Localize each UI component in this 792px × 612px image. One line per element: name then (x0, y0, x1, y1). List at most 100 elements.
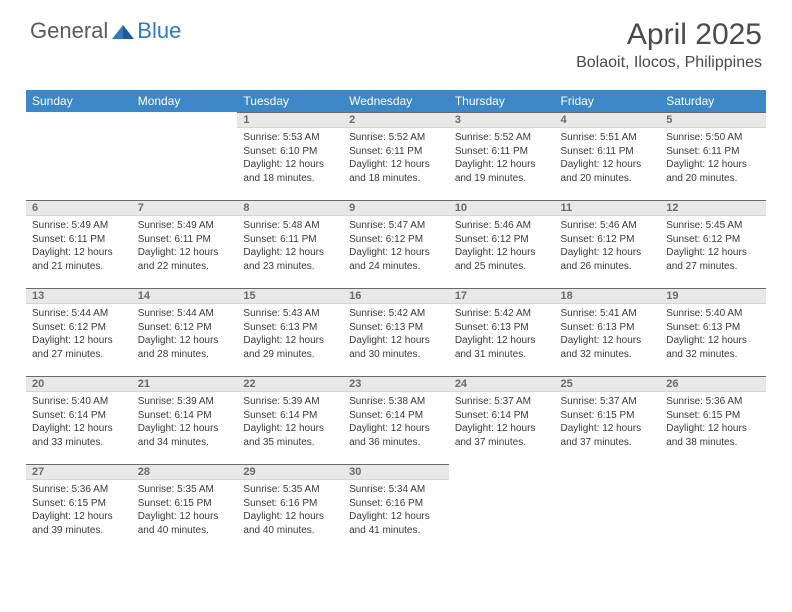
daylight-text: and 24 minutes. (349, 260, 443, 274)
sunrise-text: Sunrise: 5:52 AM (455, 131, 549, 145)
sunrise-text: Sunrise: 5:39 AM (243, 395, 337, 409)
daylight-text: and 27 minutes. (666, 260, 760, 274)
cell-body: Sunrise: 5:35 AMSunset: 6:16 PMDaylight:… (237, 480, 343, 541)
daylight-text: Daylight: 12 hours (666, 158, 760, 172)
daylight-text: Daylight: 12 hours (666, 334, 760, 348)
sunrise-text: Sunrise: 5:45 AM (666, 219, 760, 233)
calendar-cell: 25Sunrise: 5:37 AMSunset: 6:15 PMDayligh… (555, 376, 661, 464)
calendar-cell: 7Sunrise: 5:49 AMSunset: 6:11 PMDaylight… (132, 200, 238, 288)
sunrise-text: Sunrise: 5:35 AM (243, 483, 337, 497)
day-header: Tuesday (237, 90, 343, 112)
sunset-text: Sunset: 6:12 PM (561, 233, 655, 247)
day-number: 20 (26, 376, 132, 392)
calendar-cell (132, 112, 238, 200)
calendar-table: Sunday Monday Tuesday Wednesday Thursday… (26, 90, 766, 552)
calendar-cell: 19Sunrise: 5:40 AMSunset: 6:13 PMDayligh… (660, 288, 766, 376)
sunset-text: Sunset: 6:11 PM (138, 233, 232, 247)
sunrise-text: Sunrise: 5:40 AM (32, 395, 126, 409)
sunset-text: Sunset: 6:15 PM (32, 497, 126, 511)
sunrise-text: Sunrise: 5:44 AM (32, 307, 126, 321)
daylight-text: Daylight: 12 hours (138, 510, 232, 524)
daylight-text: and 18 minutes. (243, 172, 337, 186)
daylight-text: Daylight: 12 hours (243, 246, 337, 260)
sunset-text: Sunset: 6:14 PM (32, 409, 126, 423)
brand-triangle-icon (112, 23, 134, 39)
sunset-text: Sunset: 6:11 PM (455, 145, 549, 159)
sunset-text: Sunset: 6:11 PM (349, 145, 443, 159)
sunrise-text: Sunrise: 5:40 AM (666, 307, 760, 321)
daylight-text: Daylight: 12 hours (32, 334, 126, 348)
cell-body: Sunrise: 5:44 AMSunset: 6:12 PMDaylight:… (26, 304, 132, 365)
day-number: 17 (449, 288, 555, 304)
sunset-text: Sunset: 6:14 PM (138, 409, 232, 423)
daylight-text: and 38 minutes. (666, 436, 760, 450)
daylight-text: and 41 minutes. (349, 524, 443, 538)
sunrise-text: Sunrise: 5:47 AM (349, 219, 443, 233)
daylight-text: and 40 minutes. (138, 524, 232, 538)
daylight-text: and 19 minutes. (455, 172, 549, 186)
sunset-text: Sunset: 6:16 PM (349, 497, 443, 511)
calendar-cell: 3Sunrise: 5:52 AMSunset: 6:11 PMDaylight… (449, 112, 555, 200)
title-block: April 2025 Bolaoit, Ilocos, Philippines (576, 18, 762, 72)
sunrise-text: Sunrise: 5:36 AM (666, 395, 760, 409)
day-number: 4 (555, 112, 661, 128)
daylight-text: Daylight: 12 hours (666, 422, 760, 436)
cell-body: Sunrise: 5:42 AMSunset: 6:13 PMDaylight:… (343, 304, 449, 365)
calendar-cell: 27Sunrise: 5:36 AMSunset: 6:15 PMDayligh… (26, 464, 132, 552)
cell-body: Sunrise: 5:40 AMSunset: 6:13 PMDaylight:… (660, 304, 766, 365)
cell-body: Sunrise: 5:39 AMSunset: 6:14 PMDaylight:… (132, 392, 238, 453)
daylight-text: and 28 minutes. (138, 348, 232, 362)
calendar-row: 1Sunrise: 5:53 AMSunset: 6:10 PMDaylight… (26, 112, 766, 200)
day-number: 3 (449, 112, 555, 128)
day-number: 2 (343, 112, 449, 128)
cell-body: Sunrise: 5:46 AMSunset: 6:12 PMDaylight:… (449, 216, 555, 277)
calendar-cell: 26Sunrise: 5:36 AMSunset: 6:15 PMDayligh… (660, 376, 766, 464)
daylight-text: Daylight: 12 hours (349, 334, 443, 348)
brand-part2: Blue (137, 18, 181, 44)
sunrise-text: Sunrise: 5:35 AM (138, 483, 232, 497)
daylight-text: Daylight: 12 hours (561, 158, 655, 172)
day-number: 5 (660, 112, 766, 128)
calendar-row: 27Sunrise: 5:36 AMSunset: 6:15 PMDayligh… (26, 464, 766, 552)
cell-body: Sunrise: 5:52 AMSunset: 6:11 PMDaylight:… (343, 128, 449, 189)
cell-body: Sunrise: 5:46 AMSunset: 6:12 PMDaylight:… (555, 216, 661, 277)
sunset-text: Sunset: 6:15 PM (561, 409, 655, 423)
daylight-text: Daylight: 12 hours (455, 422, 549, 436)
daylight-text: Daylight: 12 hours (243, 158, 337, 172)
cell-body: Sunrise: 5:50 AMSunset: 6:11 PMDaylight:… (660, 128, 766, 189)
daylight-text: Daylight: 12 hours (561, 246, 655, 260)
calendar-cell: 15Sunrise: 5:43 AMSunset: 6:13 PMDayligh… (237, 288, 343, 376)
header: General Blue April 2025 Bolaoit, Ilocos,… (0, 0, 792, 80)
daylight-text: and 22 minutes. (138, 260, 232, 274)
daylight-text: and 21 minutes. (32, 260, 126, 274)
day-number: 21 (132, 376, 238, 392)
calendar-cell: 20Sunrise: 5:40 AMSunset: 6:14 PMDayligh… (26, 376, 132, 464)
day-number: 13 (26, 288, 132, 304)
sunrise-text: Sunrise: 5:46 AM (561, 219, 655, 233)
day-number: 19 (660, 288, 766, 304)
cell-body: Sunrise: 5:48 AMSunset: 6:11 PMDaylight:… (237, 216, 343, 277)
day-header: Monday (132, 90, 238, 112)
calendar-cell: 4Sunrise: 5:51 AMSunset: 6:11 PMDaylight… (555, 112, 661, 200)
cell-body: Sunrise: 5:38 AMSunset: 6:14 PMDaylight:… (343, 392, 449, 453)
cell-body: Sunrise: 5:34 AMSunset: 6:16 PMDaylight:… (343, 480, 449, 541)
daylight-text: and 36 minutes. (349, 436, 443, 450)
daylight-text: Daylight: 12 hours (349, 510, 443, 524)
daylight-text: and 26 minutes. (561, 260, 655, 274)
cell-body: Sunrise: 5:36 AMSunset: 6:15 PMDaylight:… (26, 480, 132, 541)
daylight-text: Daylight: 12 hours (32, 246, 126, 260)
calendar-cell: 24Sunrise: 5:37 AMSunset: 6:14 PMDayligh… (449, 376, 555, 464)
sunset-text: Sunset: 6:10 PM (243, 145, 337, 159)
day-number: 27 (26, 464, 132, 480)
calendar-cell: 8Sunrise: 5:48 AMSunset: 6:11 PMDaylight… (237, 200, 343, 288)
calendar-cell: 22Sunrise: 5:39 AMSunset: 6:14 PMDayligh… (237, 376, 343, 464)
day-number: 22 (237, 376, 343, 392)
cell-body: Sunrise: 5:37 AMSunset: 6:14 PMDaylight:… (449, 392, 555, 453)
calendar-cell (449, 464, 555, 552)
calendar-cell: 16Sunrise: 5:42 AMSunset: 6:13 PMDayligh… (343, 288, 449, 376)
cell-body: Sunrise: 5:52 AMSunset: 6:11 PMDaylight:… (449, 128, 555, 189)
day-number: 25 (555, 376, 661, 392)
daylight-text: and 39 minutes. (32, 524, 126, 538)
cell-body: Sunrise: 5:40 AMSunset: 6:14 PMDaylight:… (26, 392, 132, 453)
brand-part1: General (30, 18, 108, 44)
